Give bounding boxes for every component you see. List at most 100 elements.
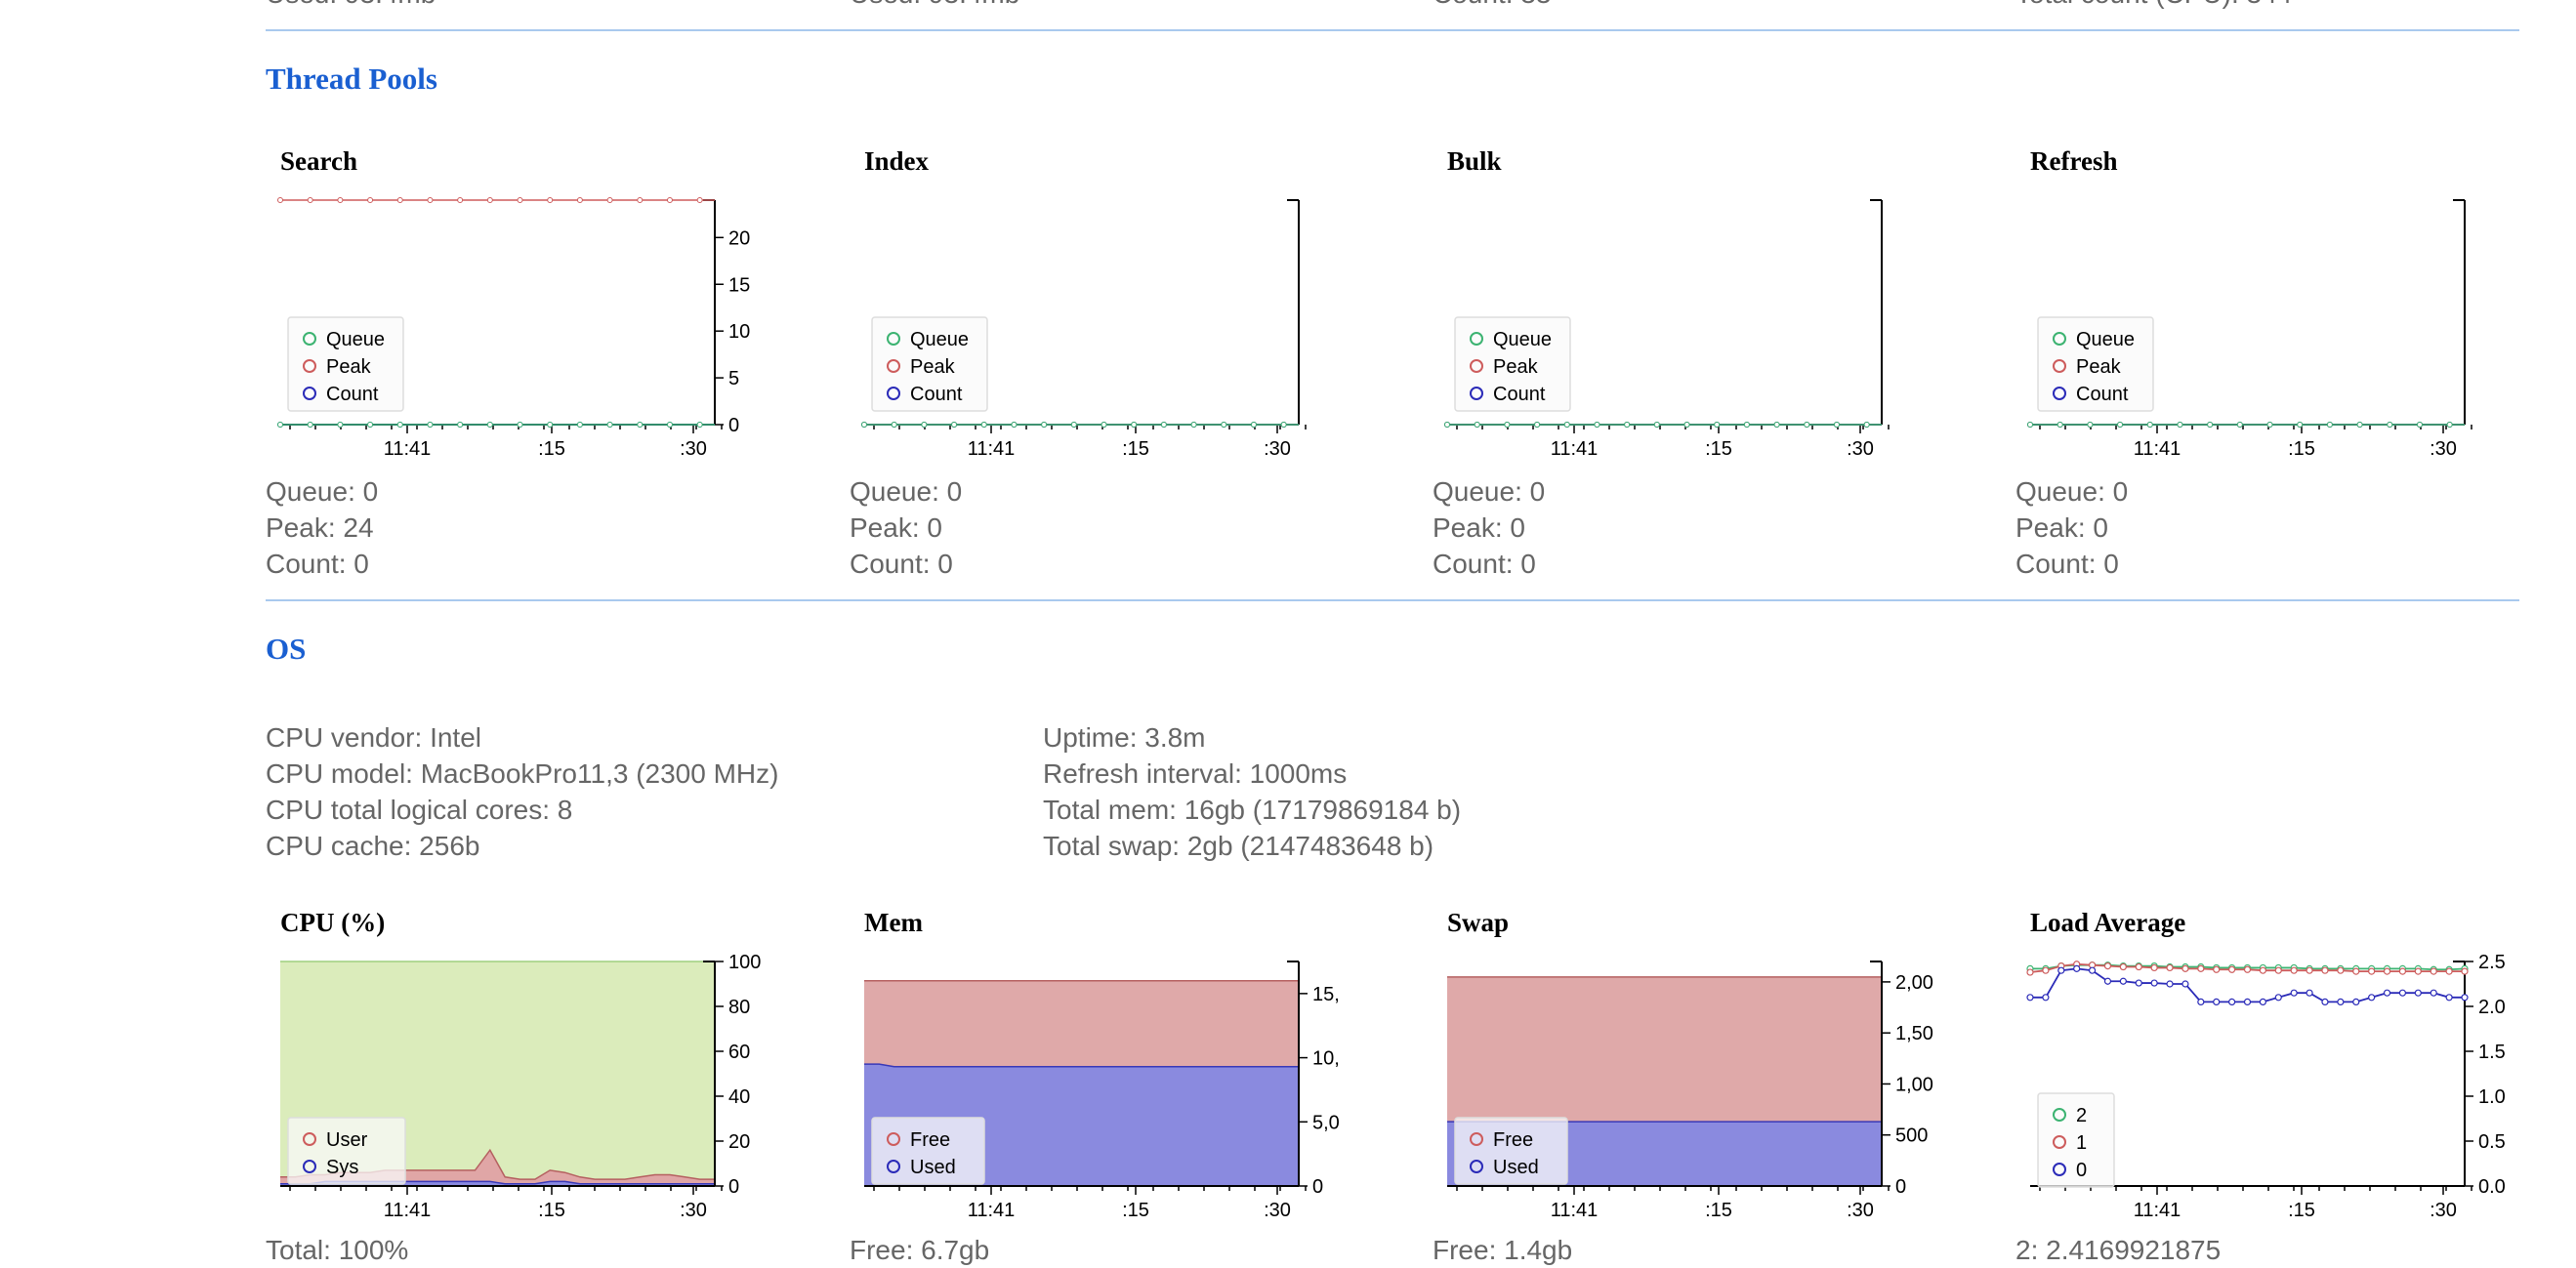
legend-label: Free xyxy=(910,1129,950,1151)
series-point xyxy=(1444,422,1450,428)
series-point xyxy=(517,422,523,428)
load-point xyxy=(2197,998,2205,1006)
legend-marker xyxy=(303,359,316,373)
y-tick-label: 1.5 xyxy=(2478,1042,2506,1063)
series-point xyxy=(606,422,613,428)
chart-stats: Total: 100% xyxy=(266,1232,408,1268)
y-tick-label: 40 xyxy=(728,1086,750,1108)
series-point xyxy=(1101,422,1107,428)
y-tick-label: 0.5 xyxy=(2478,1131,2506,1153)
y-tick-label: 60 xyxy=(728,1042,750,1063)
load-point xyxy=(2306,966,2313,974)
load-point xyxy=(2337,966,2345,974)
series-point xyxy=(2117,422,2124,428)
load-point xyxy=(2398,967,2407,975)
legend-marker xyxy=(887,387,900,400)
series-point xyxy=(1653,422,1660,428)
series-point xyxy=(2297,422,2304,428)
series-point xyxy=(921,422,928,428)
section-divider xyxy=(266,599,2519,601)
y-tick-label: 1.0 xyxy=(2478,1086,2506,1108)
legend-label: Used xyxy=(1493,1157,1539,1178)
prev-section-text-1: Used: 93.4mb xyxy=(266,0,436,10)
load-point xyxy=(2337,998,2345,1006)
load-point xyxy=(2290,989,2298,997)
legend-box xyxy=(2037,316,2154,412)
chart-title: Mem xyxy=(864,908,923,937)
cpu-model: CPU model: MacBookPro11,3 (2300 MHz) xyxy=(266,758,779,789)
chart-title: Swap xyxy=(1447,908,1510,937)
load-line-0 xyxy=(2030,967,2465,1003)
legend-label: Count xyxy=(1493,384,1546,405)
x-tick-label: :30 xyxy=(2430,438,2457,460)
series-point xyxy=(277,197,283,203)
y-tick-label: 0.0 xyxy=(2478,1176,2506,1198)
legend-marker xyxy=(2053,359,2066,373)
legend-marker xyxy=(2053,1108,2066,1122)
y-tick-label: 10 xyxy=(728,321,750,343)
legend-marker xyxy=(1470,387,1483,400)
queue-stat: Queue: 0 xyxy=(2015,476,2129,507)
y-tick-label: 1,00 xyxy=(1895,1074,1933,1095)
pool-stats: Queue: 0 Peak: 0 Count: 0 xyxy=(2015,473,2128,582)
legend-box xyxy=(1454,316,1571,412)
pool-stats: Queue: 0 Peak: 24 Count: 0 xyxy=(266,473,378,582)
chart-title: Index xyxy=(864,146,930,176)
thread-pool-chart: 11:41:15:30 0 5 10 15 20 Queue Peak Count xyxy=(277,197,750,460)
os-panel-cpu: CPU (%) 11:41:15:30 0 20 40 60 80 100 User Sys T… xyxy=(266,908,773,1265)
series-point xyxy=(1131,422,1138,428)
uptime: Uptime: 3.8m xyxy=(1043,722,1206,753)
series-point xyxy=(1190,422,1197,428)
series-point xyxy=(637,197,644,203)
legend-marker xyxy=(887,332,900,346)
load-point xyxy=(2119,977,2127,985)
load-point xyxy=(2430,967,2437,975)
x-tick-label: :15 xyxy=(1705,1200,1732,1221)
total-swap: Total swap: 2gb (2147483648 b) xyxy=(1043,831,1434,861)
pool-stats: Queue: 0 Peak: 0 Count: 0 xyxy=(850,473,962,582)
load-point xyxy=(2414,989,2422,997)
load-point xyxy=(2228,998,2236,1006)
legend-marker xyxy=(1470,359,1483,373)
chart-title: Refresh xyxy=(2030,146,2118,176)
series-point xyxy=(396,197,403,203)
load-point xyxy=(2181,980,2189,988)
series-point xyxy=(637,422,644,428)
x-tick-label: :15 xyxy=(2288,1200,2315,1221)
x-tick-label: :15 xyxy=(1122,438,1149,460)
x-tick-label: :30 xyxy=(2430,1200,2457,1221)
mem-free-stat: Free: 6.7gb xyxy=(850,1235,990,1265)
y-tick-label: 10, xyxy=(1312,1048,1340,1070)
series-point xyxy=(486,197,493,203)
y-tick-label: 15 xyxy=(728,274,750,296)
load-point xyxy=(2352,967,2360,975)
series-point xyxy=(1534,422,1541,428)
legend-label: User xyxy=(326,1129,368,1151)
y-tick-label: 0 xyxy=(1895,1176,1906,1198)
series-point xyxy=(307,197,313,203)
legend-marker xyxy=(1470,1160,1483,1173)
legend-marker xyxy=(2053,1135,2066,1149)
legend-label: 2 xyxy=(2076,1105,2087,1126)
legend-label: Peak xyxy=(326,356,372,378)
cpu-vendor: CPU vendor: Intel xyxy=(266,722,481,753)
swap-free-stat: Free: 1.4gb xyxy=(1433,1235,1573,1265)
thread-pool-panel-refresh: Refresh 11:41:15:30 Queue Peak Count Queue:… xyxy=(2015,146,2523,586)
series-point xyxy=(517,197,523,203)
x-tick-label: :15 xyxy=(2288,438,2315,460)
load-point xyxy=(2290,966,2298,974)
load-point xyxy=(2368,967,2376,975)
legend-marker xyxy=(303,1160,316,1173)
series-point xyxy=(951,422,958,428)
load-point xyxy=(2461,994,2469,1002)
chart-stats: 2: 2.4169921875 xyxy=(2015,1232,2221,1268)
series-point xyxy=(2146,422,2153,428)
prev-section-text-4: Total count (CPU): 344 xyxy=(2015,0,2292,10)
series-point xyxy=(576,422,583,428)
x-tick-label: 11:41 xyxy=(2134,438,2181,460)
legend-marker xyxy=(303,387,316,400)
legend-marker xyxy=(2053,387,2066,400)
series-point xyxy=(2446,422,2453,428)
y-tick-label: 80 xyxy=(728,997,750,1018)
legend-marker xyxy=(887,1160,900,1173)
